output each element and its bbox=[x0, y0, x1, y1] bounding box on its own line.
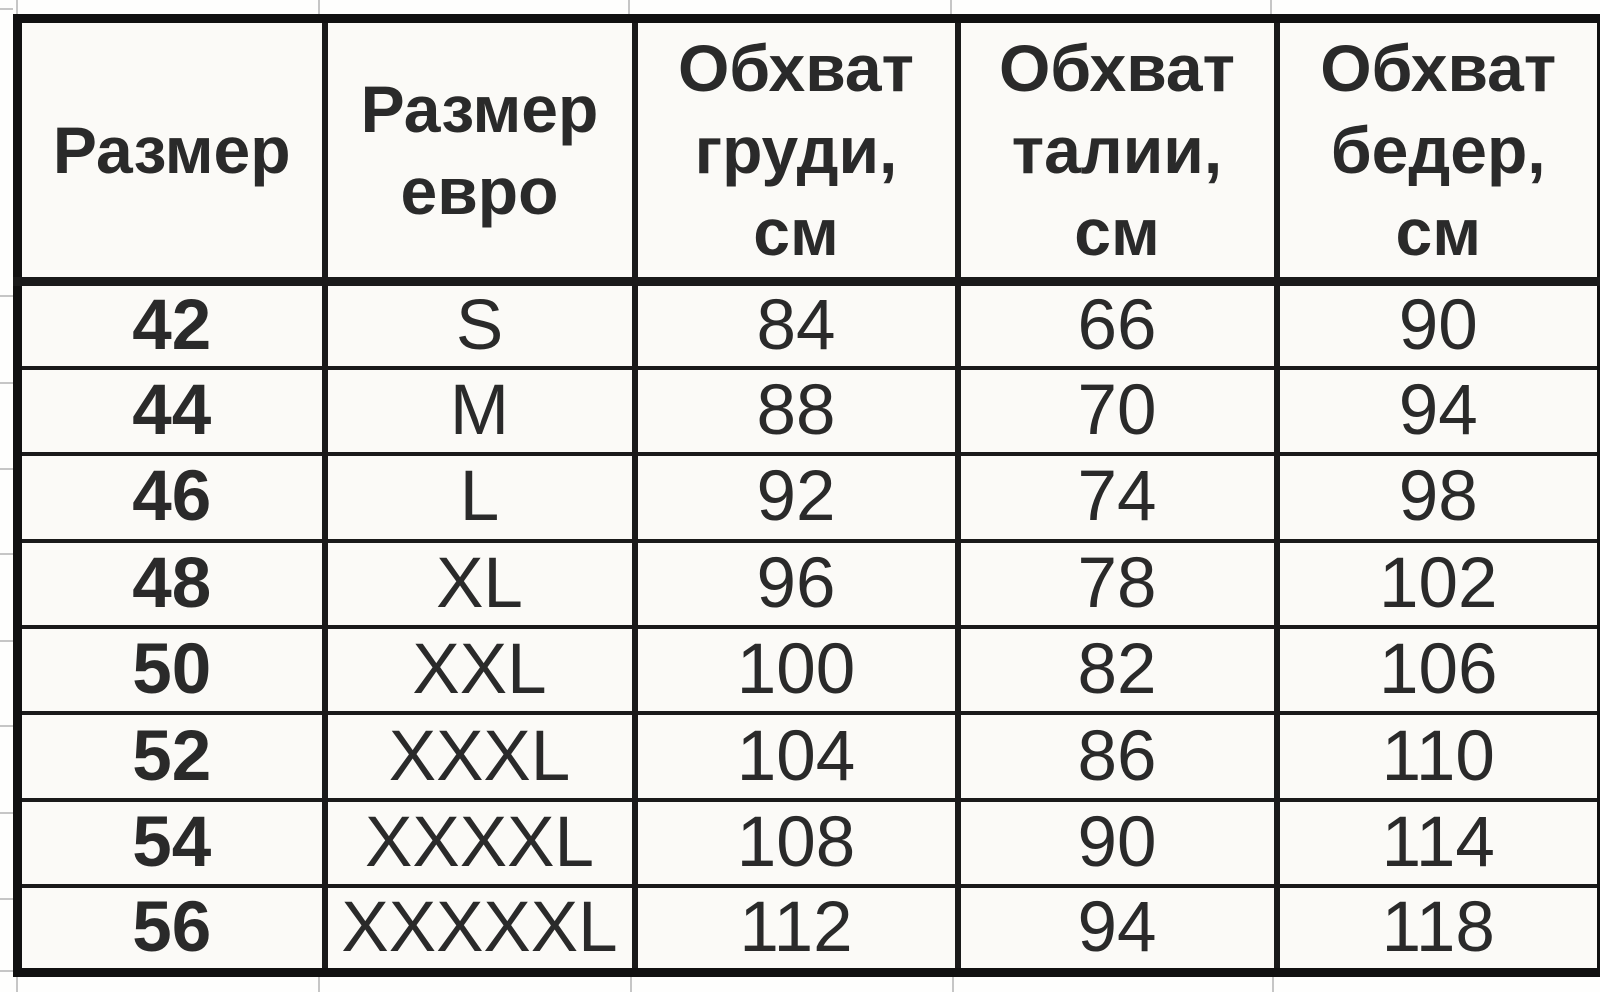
cell-euro: XL bbox=[321, 538, 638, 630]
column-header-hips: Обхват бедер, см bbox=[1273, 16, 1600, 287]
gridline-stub bbox=[0, 970, 13, 972]
gridline-stub bbox=[16, 0, 18, 14]
gridline-stub bbox=[0, 382, 13, 384]
header-row: Размер Размер евро Обхват груди, см Обхв… bbox=[14, 16, 1600, 287]
gridline-stub bbox=[630, 977, 632, 992]
cell-chest: 84 bbox=[631, 279, 961, 370]
cell-waist: 86 bbox=[954, 711, 1280, 802]
gridline-stub bbox=[0, 725, 13, 727]
cell-chest: 100 bbox=[631, 625, 961, 716]
table-row: 50 XXL 100 82 106 bbox=[14, 625, 1600, 716]
table-row: 48 XL 96 78 102 bbox=[14, 538, 1600, 630]
column-header-waist: Обхват талии, см bbox=[954, 16, 1280, 287]
gridline-stub bbox=[318, 0, 320, 14]
cell-euro: XXXL bbox=[321, 711, 638, 802]
table-row: 42 S 84 66 90 bbox=[14, 279, 1600, 370]
cell-waist: 78 bbox=[954, 538, 1280, 630]
cell-size: 54 bbox=[14, 797, 328, 889]
cell-euro: XXXXL bbox=[321, 797, 638, 889]
column-header-euro: Размер евро bbox=[321, 16, 638, 287]
gridline-stub bbox=[628, 0, 630, 14]
table-row: 56 XXXXXL 112 94 118 bbox=[14, 884, 1600, 975]
cell-hips: 110 bbox=[1273, 711, 1600, 802]
column-header-chest: Обхват груди, см bbox=[631, 16, 961, 287]
gridline-stub bbox=[1270, 0, 1272, 14]
cell-size: 42 bbox=[14, 279, 328, 370]
cell-hips: 118 bbox=[1273, 884, 1600, 975]
cell-chest: 96 bbox=[631, 538, 961, 630]
gridline-stub bbox=[952, 977, 954, 992]
cell-size: 50 bbox=[14, 625, 328, 716]
gridline-stub bbox=[950, 0, 952, 14]
cell-hips: 98 bbox=[1273, 452, 1600, 543]
cell-chest: 112 bbox=[631, 884, 961, 975]
table-row: 52 XXXL 104 86 110 bbox=[14, 711, 1600, 802]
gridline-stub bbox=[0, 640, 13, 642]
cell-chest: 92 bbox=[631, 452, 961, 543]
cell-chest: 108 bbox=[631, 797, 961, 889]
cell-hips: 94 bbox=[1273, 365, 1600, 457]
cell-size: 48 bbox=[14, 538, 328, 630]
gridline-stub bbox=[0, 8, 13, 10]
gridline-stub bbox=[1272, 977, 1274, 992]
cell-chest: 88 bbox=[631, 365, 961, 457]
gridline-stub bbox=[0, 898, 13, 900]
cell-hips: 102 bbox=[1273, 538, 1600, 630]
table-row: 46 L 92 74 98 bbox=[14, 452, 1600, 543]
cell-waist: 74 bbox=[954, 452, 1280, 543]
table-row: 44 M 88 70 94 bbox=[14, 365, 1600, 457]
gridline-stub bbox=[16, 977, 18, 992]
cell-size: 56 bbox=[14, 884, 328, 975]
column-header-size: Размер bbox=[14, 16, 328, 287]
cell-waist: 70 bbox=[954, 365, 1280, 457]
gridline-stub bbox=[0, 295, 13, 297]
cell-waist: 66 bbox=[954, 279, 1280, 370]
cell-size: 52 bbox=[14, 711, 328, 802]
cell-euro: L bbox=[321, 452, 638, 543]
size-chart-table: Размер Размер евро Обхват груди, см Обхв… bbox=[13, 14, 1600, 977]
cell-euro: S bbox=[321, 279, 638, 370]
cell-euro: XXXXXL bbox=[321, 884, 638, 975]
cell-hips: 114 bbox=[1273, 797, 1600, 889]
gridline-stub bbox=[0, 553, 13, 555]
cell-euro: M bbox=[321, 365, 638, 457]
cell-hips: 90 bbox=[1273, 279, 1600, 370]
table-row: 54 XXXXL 108 90 114 bbox=[14, 797, 1600, 889]
cell-size: 44 bbox=[14, 365, 328, 457]
gridline-stub bbox=[0, 468, 13, 470]
gridline-stub bbox=[318, 977, 320, 992]
cell-waist: 94 bbox=[954, 884, 1280, 975]
cell-hips: 106 bbox=[1273, 625, 1600, 716]
gridline-stub bbox=[0, 812, 13, 814]
cell-waist: 90 bbox=[954, 797, 1280, 889]
cell-size: 46 bbox=[14, 452, 328, 543]
cell-euro: XXL bbox=[321, 625, 638, 716]
cell-chest: 104 bbox=[631, 711, 961, 802]
cell-waist: 82 bbox=[954, 625, 1280, 716]
